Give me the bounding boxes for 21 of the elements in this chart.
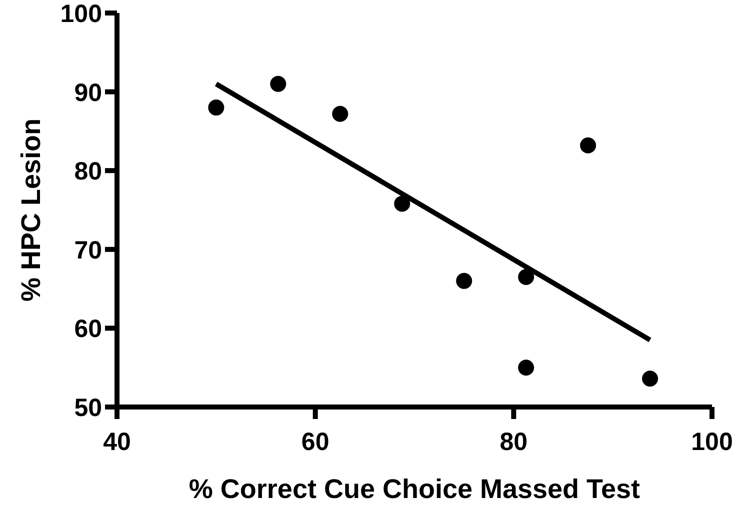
point [270,76,286,92]
point [642,370,658,387]
point [518,268,534,285]
y-tick-label: 100 [60,0,102,28]
point [456,272,472,289]
point [394,196,410,212]
point [208,100,224,116]
y-tick-label: 80 [74,158,102,186]
point [518,360,534,376]
x-tick-label: 60 [301,428,330,456]
y-tick-label: 50 [74,394,102,422]
y-tick-label: 90 [74,78,102,107]
x-tick-label: 80 [500,428,528,456]
y-tick-label: 60 [74,315,102,344]
y-axis-title: % HPC Lesion [16,118,46,302]
x-tick-label: 100 [691,428,733,456]
x-tick-label: 40 [103,428,131,456]
y-tick-label: 70 [74,236,102,264]
point [580,137,596,154]
x-axis-title: % Correct Cue Choice Massed Test [188,474,640,504]
point [332,106,348,122]
